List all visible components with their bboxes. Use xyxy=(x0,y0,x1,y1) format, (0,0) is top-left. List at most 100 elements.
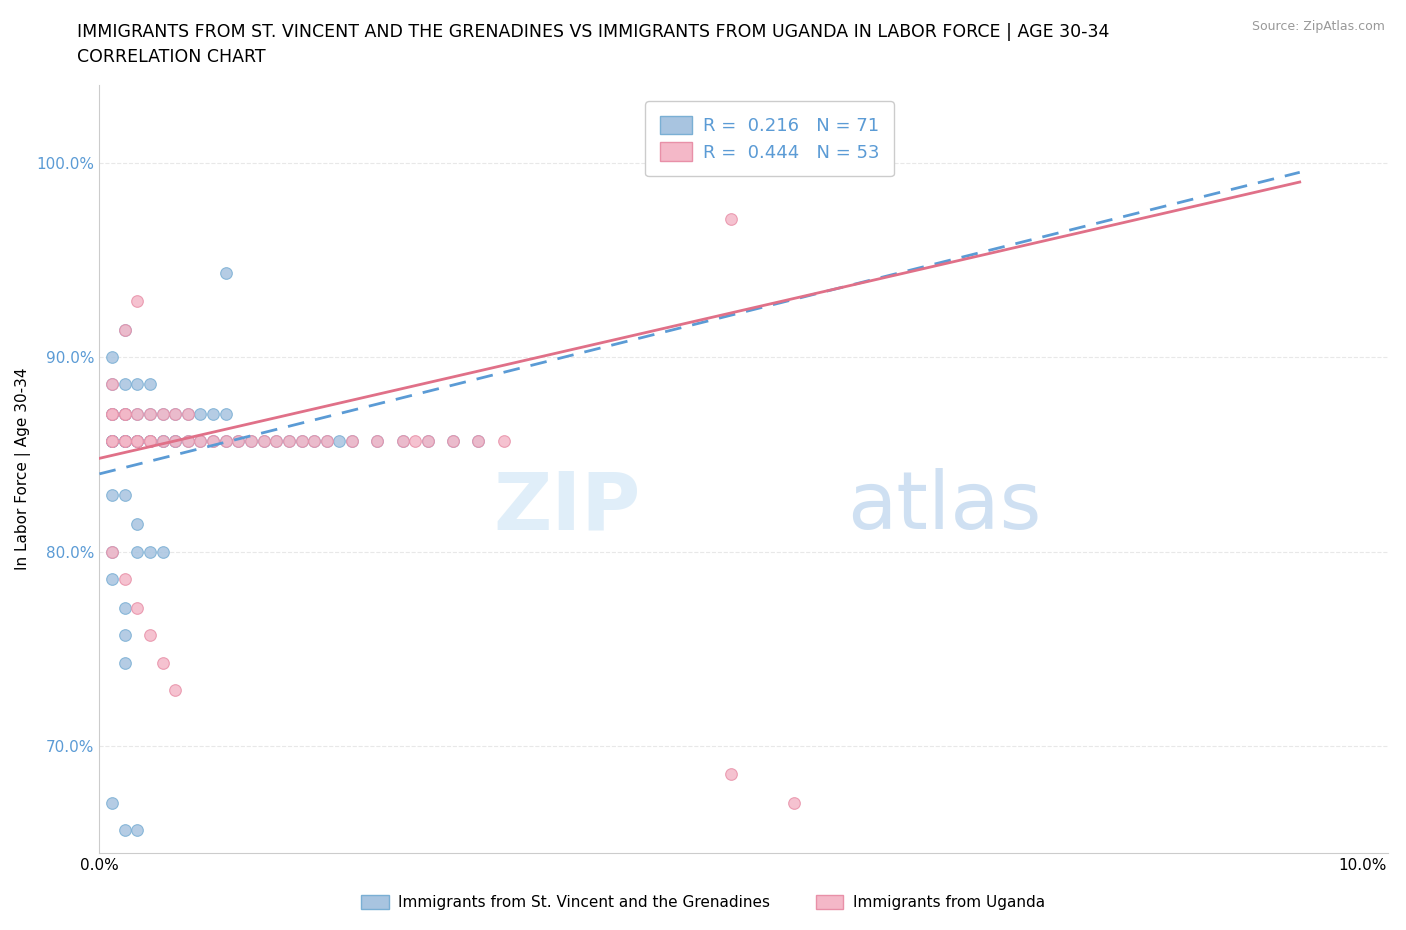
Point xyxy=(240,433,263,448)
Point xyxy=(101,433,124,448)
Point xyxy=(165,433,187,448)
Point xyxy=(467,433,489,448)
Point xyxy=(202,433,225,448)
Point xyxy=(190,406,212,421)
Point xyxy=(152,433,174,448)
Point xyxy=(315,433,337,448)
Point xyxy=(253,433,276,448)
Point xyxy=(101,377,124,392)
Point xyxy=(139,406,162,421)
Point xyxy=(266,433,288,448)
Point xyxy=(177,406,200,421)
Point xyxy=(114,406,136,421)
Point xyxy=(101,406,124,421)
Point xyxy=(328,433,350,448)
Point xyxy=(139,433,162,448)
Point xyxy=(290,433,312,448)
Point xyxy=(114,323,136,338)
Point xyxy=(290,433,312,448)
Point xyxy=(152,544,174,559)
Point xyxy=(114,406,136,421)
Point xyxy=(177,433,200,448)
Point xyxy=(127,433,149,448)
Point xyxy=(114,822,136,837)
Point xyxy=(340,433,363,448)
Point xyxy=(165,406,187,421)
Point xyxy=(139,628,162,643)
Point xyxy=(127,433,149,448)
Point xyxy=(101,544,124,559)
Point xyxy=(416,433,439,448)
Point xyxy=(127,517,149,532)
Point xyxy=(127,822,149,837)
Point xyxy=(492,433,515,448)
Point xyxy=(240,433,263,448)
Point xyxy=(127,406,149,421)
Point xyxy=(315,433,337,448)
Point xyxy=(165,683,187,698)
Point xyxy=(101,433,124,448)
Point xyxy=(152,433,174,448)
Point xyxy=(152,406,174,421)
Point xyxy=(253,433,276,448)
Point xyxy=(101,377,124,392)
Point xyxy=(114,377,136,392)
Point xyxy=(101,406,124,421)
Point xyxy=(101,433,124,448)
Point xyxy=(177,406,200,421)
Point xyxy=(152,655,174,670)
Text: CORRELATION CHART: CORRELATION CHART xyxy=(77,48,266,66)
Point xyxy=(127,433,149,448)
Text: IMMIGRANTS FROM ST. VINCENT AND THE GRENADINES VS IMMIGRANTS FROM UGANDA IN LABO: IMMIGRANTS FROM ST. VINCENT AND THE GREN… xyxy=(77,23,1109,41)
Point xyxy=(101,406,124,421)
Point xyxy=(177,433,200,448)
Point xyxy=(202,433,225,448)
Point xyxy=(202,406,225,421)
Point xyxy=(114,488,136,503)
Point xyxy=(302,433,325,448)
Point xyxy=(114,433,136,448)
Text: atlas: atlas xyxy=(846,469,1042,547)
Point xyxy=(152,433,174,448)
Point xyxy=(114,433,136,448)
Point xyxy=(366,433,388,448)
Point xyxy=(114,628,136,643)
Y-axis label: In Labor Force | Age 30-34: In Labor Force | Age 30-34 xyxy=(15,367,31,570)
Point xyxy=(127,433,149,448)
Point xyxy=(114,572,136,587)
Point xyxy=(340,433,363,448)
Point xyxy=(139,433,162,448)
Point xyxy=(114,406,136,421)
Point xyxy=(215,406,238,421)
Point xyxy=(114,655,136,670)
Point xyxy=(114,433,136,448)
Point xyxy=(101,433,124,448)
Point xyxy=(101,572,124,587)
Point xyxy=(165,433,187,448)
Point xyxy=(114,433,136,448)
Point xyxy=(404,433,426,448)
Point xyxy=(139,433,162,448)
Point xyxy=(114,323,136,338)
Point xyxy=(139,544,162,559)
Legend: R =  0.216   N = 71, R =  0.444   N = 53: R = 0.216 N = 71, R = 0.444 N = 53 xyxy=(645,101,894,177)
Point xyxy=(114,601,136,616)
Point xyxy=(215,266,238,281)
Point xyxy=(165,406,187,421)
Point xyxy=(139,406,162,421)
Point xyxy=(139,433,162,448)
Point xyxy=(101,488,124,503)
Point xyxy=(114,433,136,448)
Point xyxy=(783,795,806,810)
Point xyxy=(366,433,388,448)
Point xyxy=(101,795,124,810)
Point xyxy=(114,406,136,421)
Point xyxy=(190,433,212,448)
Point xyxy=(278,433,301,448)
Point xyxy=(720,211,742,226)
Point xyxy=(228,433,250,448)
Legend: Immigrants from St. Vincent and the Grenadines, Immigrants from Uganda: Immigrants from St. Vincent and the Gren… xyxy=(354,887,1052,918)
Point xyxy=(139,377,162,392)
Point xyxy=(467,433,489,448)
Text: ZIP: ZIP xyxy=(494,469,641,547)
